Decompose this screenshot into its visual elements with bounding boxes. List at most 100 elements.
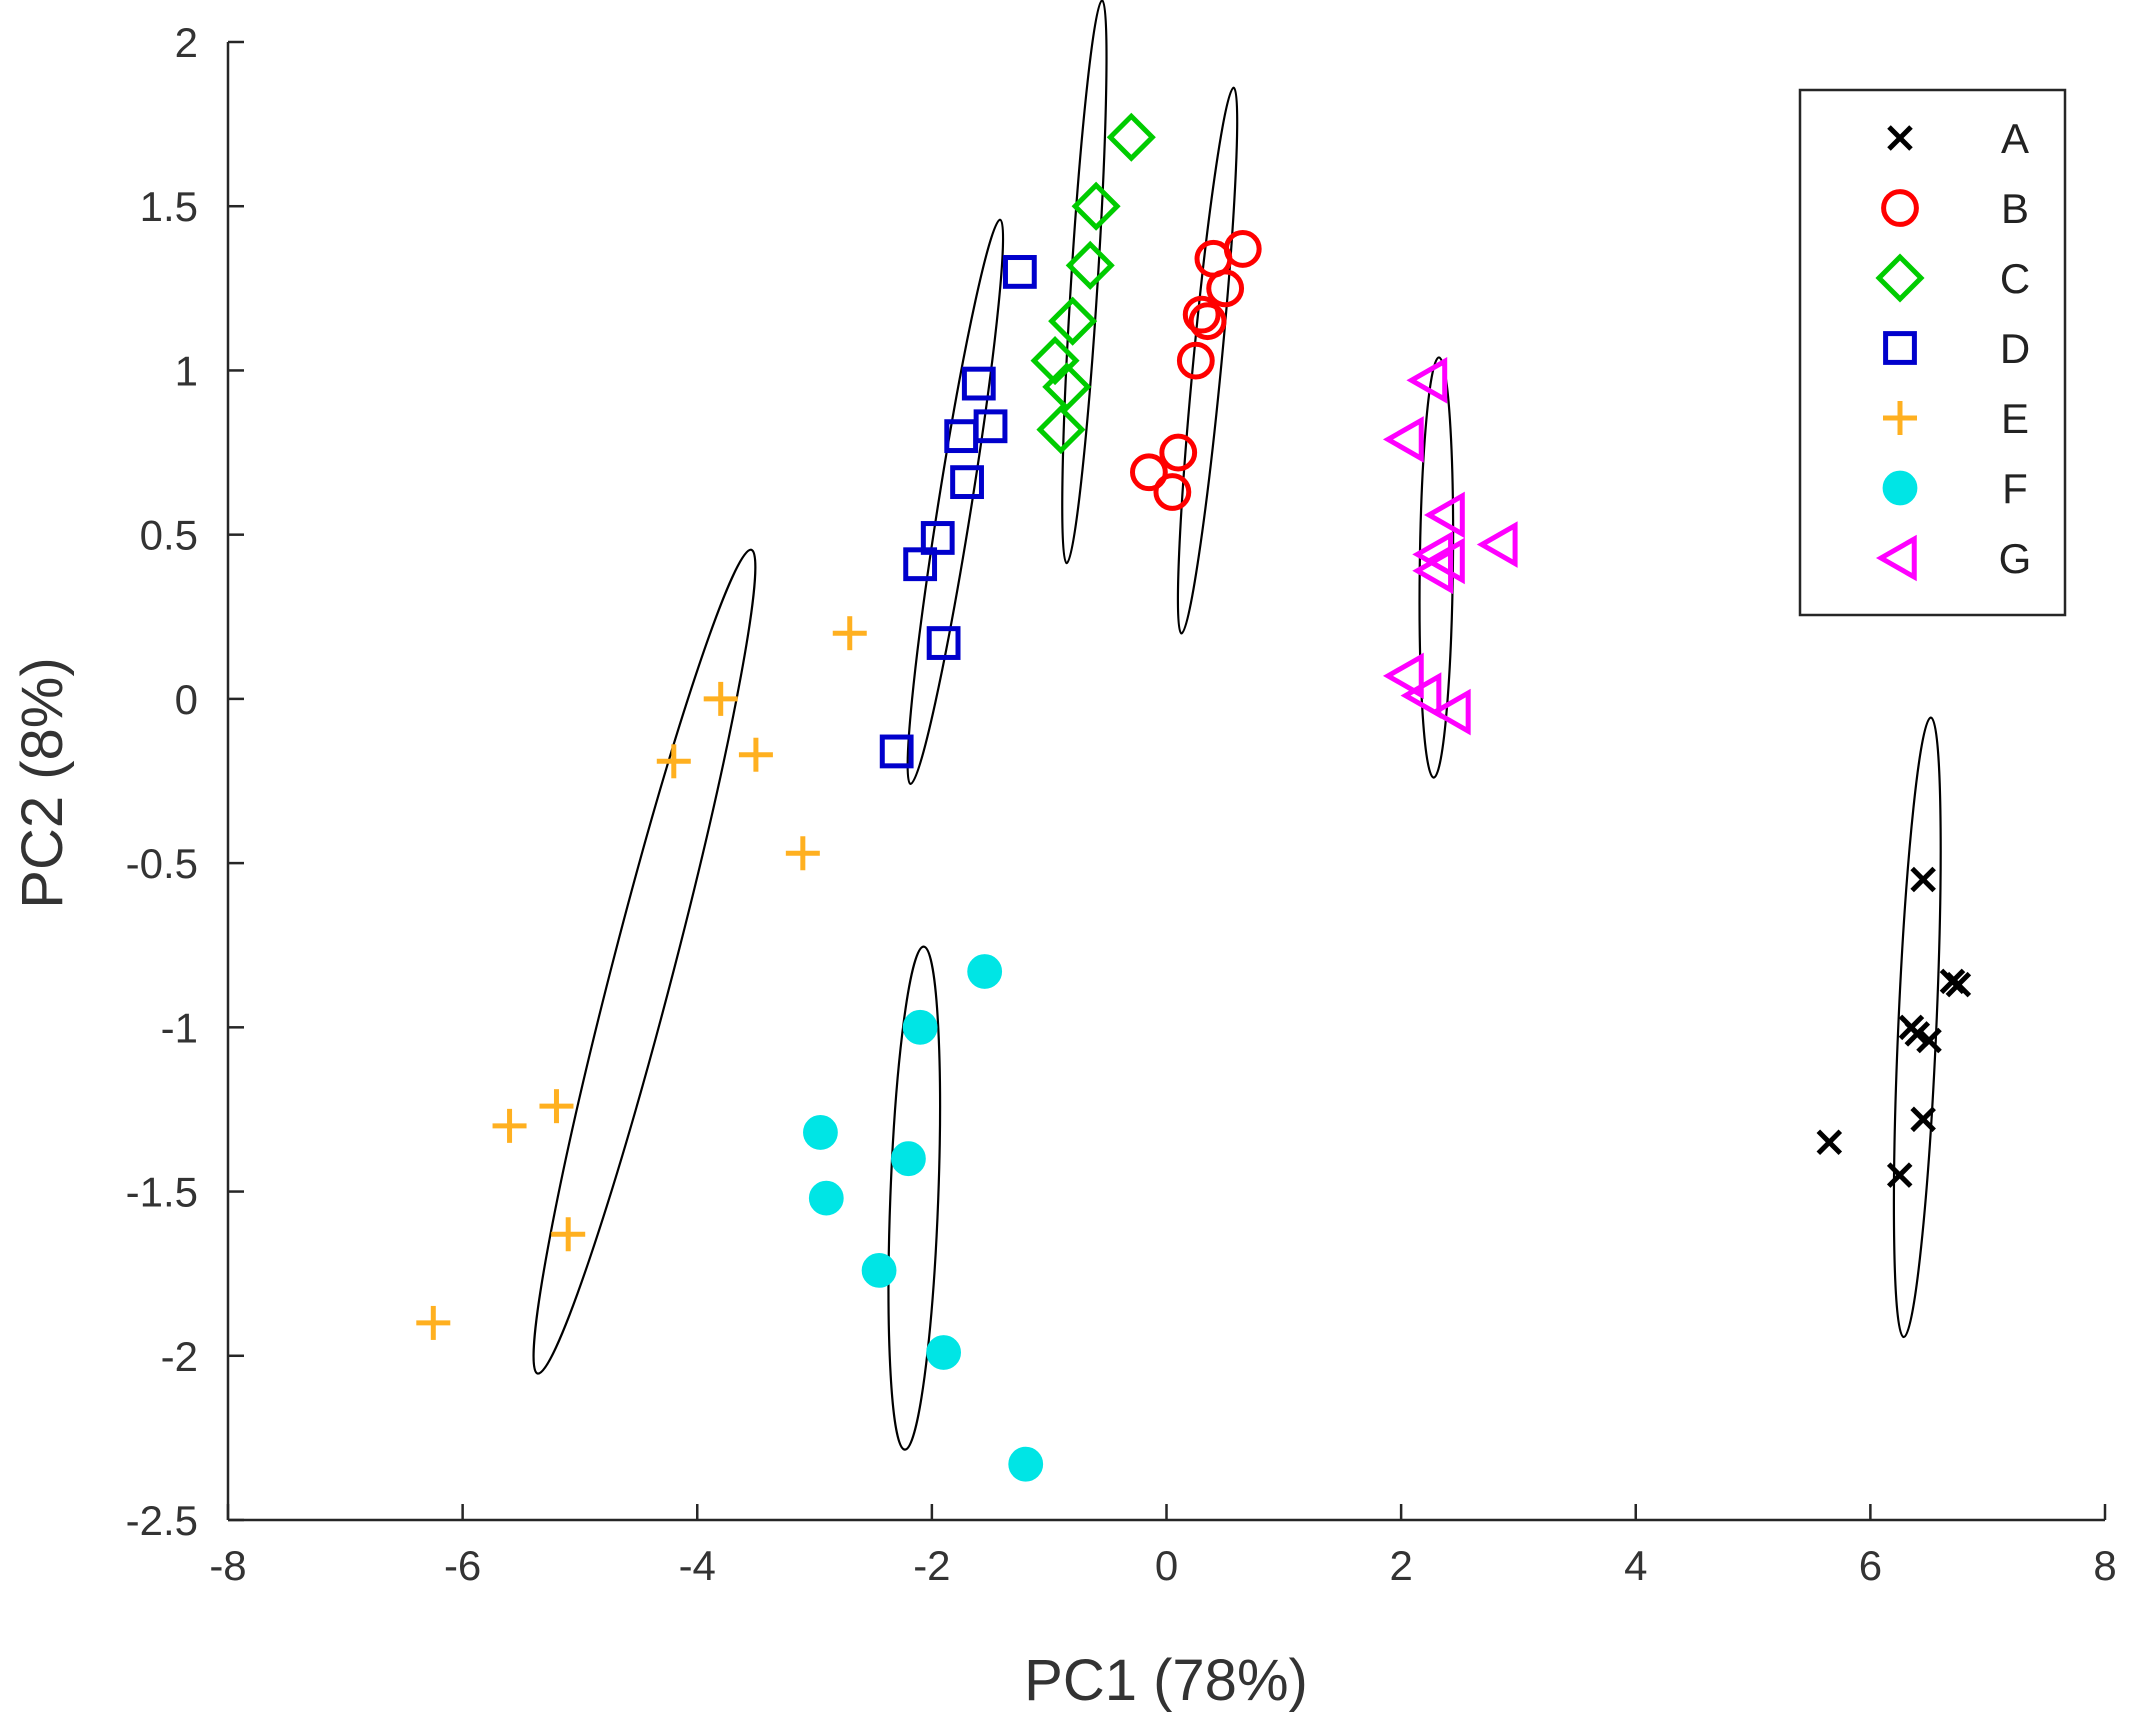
point-F [861,1252,897,1288]
y-tick-label: 2 [175,19,198,66]
point-C [1042,362,1092,412]
point-A [1945,971,1972,998]
point-E [551,1217,586,1252]
series-E [416,616,867,1340]
y-tick-label: 0 [175,676,198,723]
y-tick-label: -1.5 [126,1169,198,1216]
ellipse-D [906,218,1005,785]
point-A [1886,1162,1913,1188]
legend-marker-A-stroke [1887,125,1913,151]
point-C [1071,181,1121,231]
ellipse-A [1892,716,1942,1339]
point-F [967,954,1003,989]
legend-marker-E [1883,401,1917,435]
ellipse-C [1061,0,1108,565]
y-tick-label: -0.5 [126,840,198,887]
legend-marker-A [1887,125,1913,151]
point-B [1153,473,1192,511]
point-D [926,626,961,660]
point-A [1916,1027,1942,1054]
point-E [703,681,738,716]
point-G [1400,672,1442,719]
point-A-stroke [1910,866,1936,893]
point-F [902,1009,938,1045]
y-axis-title: PC2 (8%) [10,657,75,908]
x-tick-label: 4 [1624,1542,1647,1589]
point-B [1130,453,1168,492]
point-G [1429,688,1471,736]
legend-label-G: G [1999,535,2032,582]
legend-box [1798,88,2067,617]
point-D [944,419,979,454]
point-C [1036,405,1086,455]
point-C [1106,112,1156,162]
point-B [1206,269,1245,308]
point-F [926,1335,962,1370]
point-E [539,1089,574,1124]
point-A-stroke [1886,1162,1913,1188]
series-F [803,954,1044,1482]
y-tick-label: 1 [175,347,198,394]
series-D [879,255,1037,769]
ellipse-E [532,548,757,1375]
point-B [1159,433,1198,472]
legend-label-C: C [2000,255,2030,302]
data-points [416,112,1972,1482]
point-A-stroke [1816,1129,1843,1156]
point-B [1188,302,1227,341]
legend-marker-F [1882,470,1918,506]
x-tick-label: 6 [1859,1542,1882,1589]
point-D [961,366,996,401]
point-D [879,734,914,769]
point-G [1424,537,1465,585]
y-tick-label: 1.5 [140,183,198,230]
point-G [1382,652,1424,700]
point-C [1048,296,1098,346]
axes: -8 -6 -4 -2 0 2 4 6 8 2 1.5 1 0.5 0 -0.5 -1 -1.5 -2 -2.5 [126,19,2117,1589]
point-F [808,1180,844,1216]
point-D [920,521,955,555]
point-A [1904,1021,1931,1047]
point-E [656,744,691,779]
point-A-stroke [1916,1027,1942,1054]
x-tick-label: 2 [1389,1542,1412,1589]
point-A-stroke [1904,1021,1931,1047]
point-G [1382,416,1424,463]
point-G [1476,521,1518,568]
x-tick-label: 8 [2093,1542,2116,1589]
point-G [1412,547,1454,595]
series-B [1130,230,1262,511]
x-tick-label: -2 [913,1542,950,1589]
ellipse-F [887,945,942,1451]
point-E [785,836,820,871]
point-D [950,465,984,500]
point-A [1910,1106,1936,1133]
legend-label-B: B [2001,185,2029,232]
y-tick-label: -1 [161,1004,198,1051]
series-A [1816,866,1972,1188]
x-tick-label: -4 [679,1542,716,1589]
x-tick-label: 0 [1155,1542,1178,1589]
legend-label-E: E [2001,395,2029,442]
series-G [1382,356,1518,736]
legend-label-F: F [2002,465,2028,512]
x-tick-label: -8 [209,1542,246,1589]
point-A-stroke [1945,971,1972,998]
point-D [1002,255,1037,289]
point-A [1910,866,1936,893]
point-G [1424,491,1465,539]
legend-marker-B [1881,189,1919,227]
legend-marker-C [1875,253,1925,303]
ellipse-B [1176,86,1239,635]
point-D [903,547,938,582]
point-B [1176,341,1215,380]
point-G [1406,356,1448,404]
point-E [738,737,773,772]
point-F [803,1115,838,1150]
x-axis-title: PC1 (78%) [1024,1648,1308,1713]
legend-marker-G [1875,534,1917,582]
legend-marker-D [1883,331,1917,365]
